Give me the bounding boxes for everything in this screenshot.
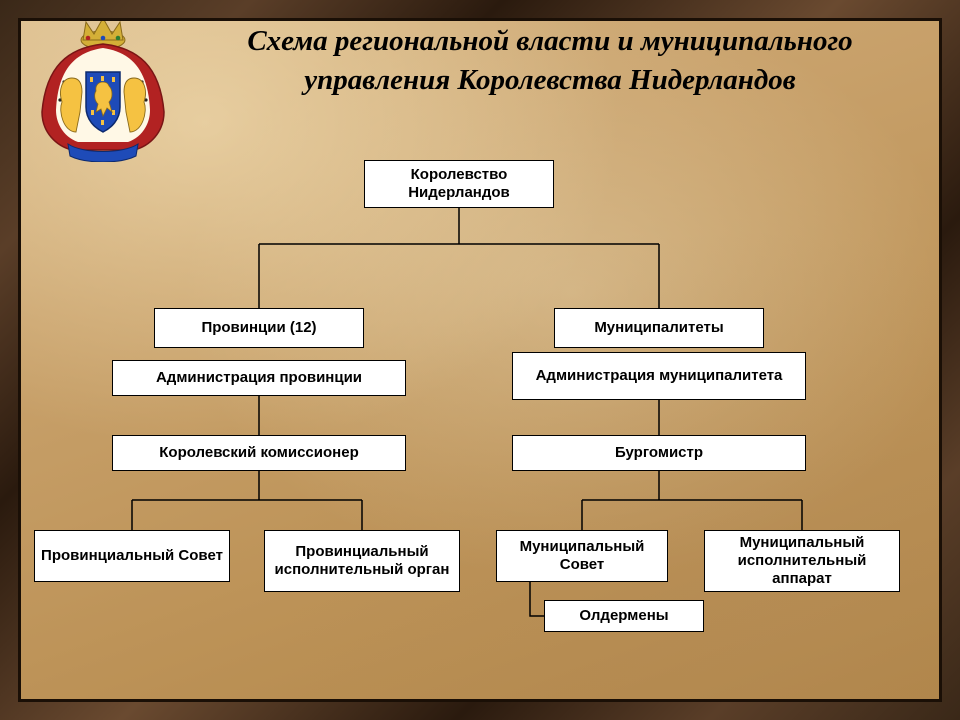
- node-muni: Муниципалитеты: [554, 308, 764, 348]
- node-aldermen: Олдермены: [544, 600, 704, 632]
- node-prov_council: Провинциальный Совет: [34, 530, 230, 582]
- node-root: Королевство Нидерландов: [364, 160, 554, 208]
- node-muni_admin: Администрация муниципалитета: [512, 352, 806, 400]
- netherlands-coat-of-arms-icon: [28, 12, 178, 162]
- connectors-layer: [30, 160, 930, 690]
- node-prov_admin: Администрация провинции: [112, 360, 406, 396]
- node-muni_council: Муниципальный Совет: [496, 530, 668, 582]
- slide-title: Схема региональной власти и муниципально…: [180, 22, 920, 100]
- node-muni_exec: Муниципальный исполнительный аппарат: [704, 530, 900, 592]
- node-prov: Провинции (12): [154, 308, 364, 348]
- org-chart: Королевство Нидерландов Провинции (12) Мун…: [30, 160, 930, 690]
- node-prov_exec: Провинциальный исполнительный орган: [264, 530, 460, 592]
- node-commissioner: Королевский комиссионер: [112, 435, 406, 471]
- node-burgomaster: Бургомистр: [512, 435, 806, 471]
- slide: Схема региональной власти и муниципально…: [0, 0, 960, 720]
